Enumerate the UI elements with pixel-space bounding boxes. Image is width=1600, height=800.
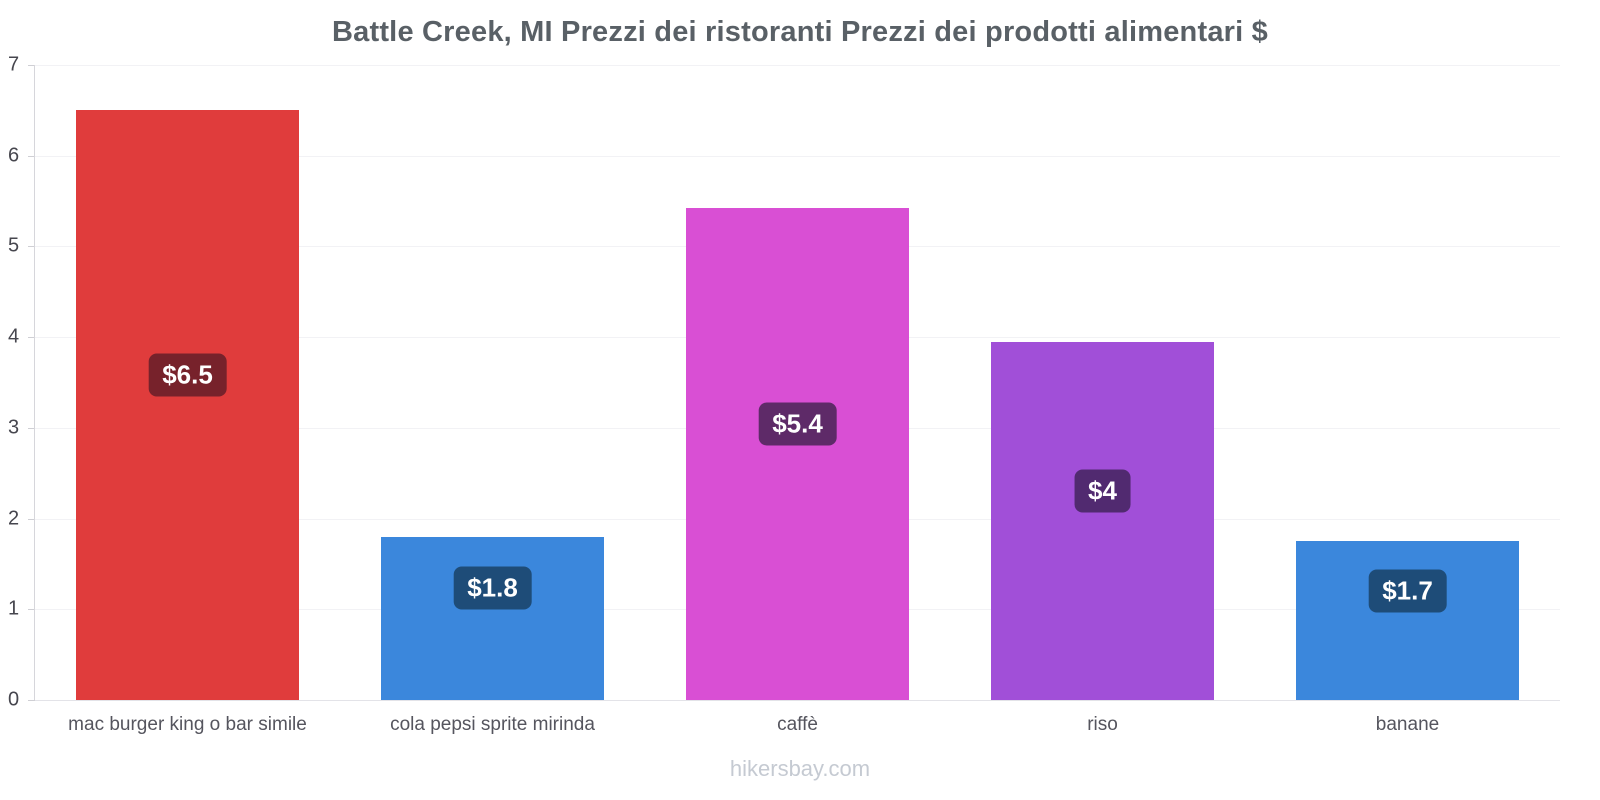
y-tick-mark (28, 609, 35, 611)
x-category-label: riso (1087, 714, 1118, 735)
plot-area: $6.5 $1.8 $5.4 $4 $1.7 (35, 65, 1560, 700)
bar (686, 208, 909, 700)
y-tick-label: 7 (8, 53, 20, 76)
x-axis-line (35, 700, 1560, 701)
bar (991, 342, 1214, 700)
bar-value-badge: $6.5 (148, 353, 227, 397)
x-category-label: cola pepsi sprite mirinda (390, 714, 595, 735)
y-axis-line (34, 65, 35, 700)
y-tick-mark (28, 700, 35, 701)
y-tick-label: 0 (8, 688, 20, 711)
bar-value-badge: $5.4 (758, 402, 837, 446)
watermark: hikersbay.com (729, 756, 871, 781)
x-category-label: caffè (777, 714, 818, 735)
bar-value-badge: $1.7 (1368, 569, 1447, 613)
bar-value-badge: $1.8 (453, 566, 532, 610)
y-tick-label: 5 (8, 234, 20, 257)
bar-value-badge: $4 (1074, 469, 1131, 513)
y-tick-mark (28, 518, 35, 520)
y-tick-mark (28, 65, 35, 66)
y-gridline (35, 65, 1560, 66)
y-tick-label: 4 (8, 325, 20, 348)
y-tick-label: 6 (8, 144, 20, 167)
bar (1296, 541, 1519, 700)
chart-title: Battle Creek, MI Prezzi dei ristoranti P… (332, 16, 1268, 48)
y-tick-mark (28, 427, 35, 429)
y-tick-label: 1 (8, 597, 20, 620)
x-category-label: mac burger king o bar simile (68, 714, 307, 735)
bar (381, 537, 604, 700)
y-gridline (35, 155, 1560, 157)
y-tick-mark (28, 246, 35, 248)
x-category-label: banane (1375, 714, 1440, 735)
bar (76, 110, 299, 700)
y-tick-label: 3 (8, 416, 20, 439)
y-tick-mark (28, 155, 35, 157)
y-tick-mark (28, 337, 35, 339)
y-tick-label: 2 (8, 507, 20, 530)
